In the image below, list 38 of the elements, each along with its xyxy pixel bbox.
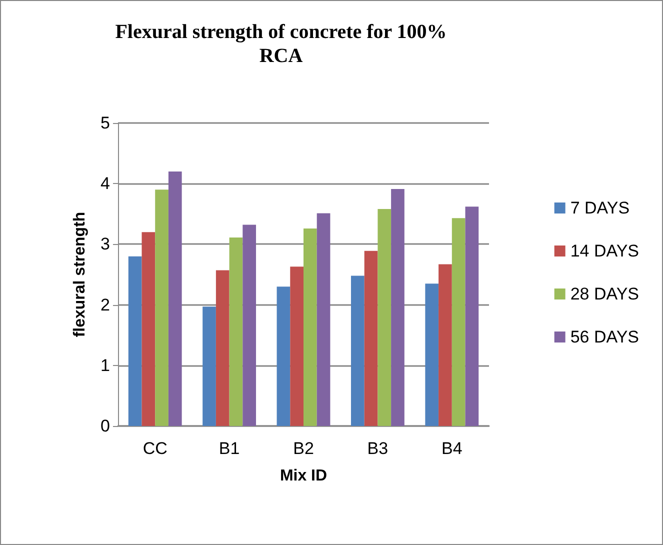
bar: [425, 284, 439, 426]
bar: [316, 213, 330, 426]
bar: [438, 264, 452, 426]
bar: [465, 206, 479, 426]
bar: [378, 209, 392, 426]
y-tick-label: 0: [100, 416, 110, 436]
y-tick-label: 1: [100, 356, 110, 375]
y-tick-label: 2: [100, 295, 110, 314]
bar: [168, 171, 182, 426]
x-tick-label: CC: [142, 439, 168, 458]
bar: [216, 270, 230, 426]
y-tick-label: 5: [100, 114, 110, 132]
bar: [290, 266, 304, 426]
x-axis-title: Mix ID: [280, 468, 328, 484]
legend-label: 14 DAYS: [570, 242, 640, 260]
legend-label: 28 DAYS: [570, 284, 640, 304]
x-tick-label: B3: [367, 439, 388, 458]
x-tick-label: B2: [293, 439, 314, 458]
y-tick-label: 3: [100, 234, 110, 254]
bar: [391, 189, 404, 426]
bar: [128, 256, 142, 426]
y-tick-label: 4: [100, 174, 110, 194]
x-tick-label: B1: [218, 439, 240, 458]
bar: [364, 250, 378, 426]
chart-title: Flexural strength of concrete for 100% RCA: [115, 21, 447, 67]
bar: [229, 238, 243, 426]
bar: [242, 224, 256, 426]
bar: [452, 218, 466, 426]
legend-label: 56 DAYS: [570, 328, 640, 346]
x-tick-label: B4: [442, 439, 462, 458]
legend-label: 7 DAYS: [570, 198, 630, 218]
y-axis-title: flexural strength: [72, 212, 88, 338]
bar: [155, 190, 168, 426]
bar: [142, 232, 156, 426]
bar: [276, 286, 290, 426]
bar: [350, 276, 364, 426]
bar: [202, 306, 216, 426]
bar: [304, 228, 317, 426]
